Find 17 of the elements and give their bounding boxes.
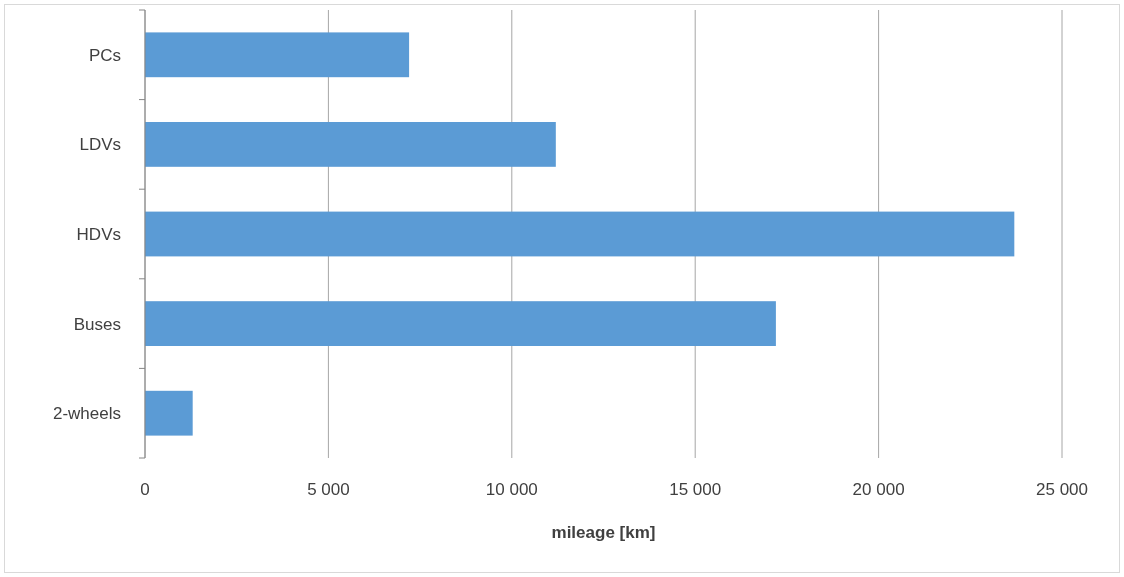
x-axis-title: mileage [km]	[551, 523, 656, 542]
x-tick-label: 15 000	[669, 480, 722, 499]
x-tick-label: 5 000	[307, 480, 350, 499]
bar	[145, 390, 193, 436]
x-tick-label: 25 000	[1036, 480, 1088, 499]
y-tick-label: LDVs	[79, 135, 121, 155]
y-tick-label: Buses	[73, 314, 121, 334]
x-tick-label: 10 000	[485, 480, 538, 499]
y-tick-label: HDVs	[76, 224, 121, 244]
y-tick-label: PCs	[88, 45, 121, 65]
bar	[145, 32, 410, 78]
y-tick-label: 2-wheels	[52, 404, 121, 424]
bar	[145, 211, 1015, 257]
bar	[145, 301, 776, 346]
bar	[145, 122, 556, 167]
x-tick-label: 0	[140, 480, 150, 499]
x-tick-label: 20 000	[852, 480, 905, 499]
